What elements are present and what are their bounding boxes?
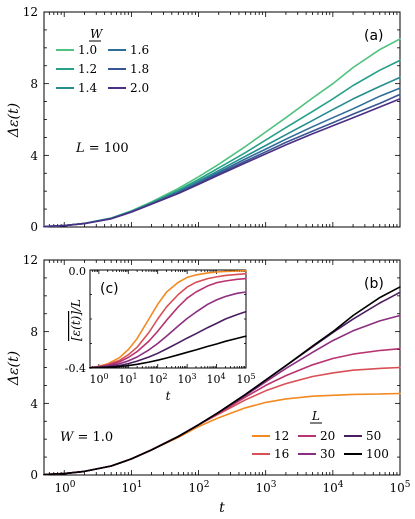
legend-entry-label: 1.6 (130, 43, 149, 57)
legend-entry-label: 50 (366, 429, 381, 443)
panel-a-legend: W 1.0 1.2 1.4 1.6 1.8 2.0 (56, 27, 149, 95)
xtick-label: 103 (177, 372, 196, 386)
panel-a: 12 8 4 0 Δε(t) (a) L = 100 W 1.0 1.2 1.4… (6, 5, 401, 234)
legend-entry-label: 16 (274, 447, 289, 461)
xtick-label: 103 (255, 480, 276, 495)
legend-entry-label: 1.4 (78, 81, 97, 95)
xtick-label: 101 (121, 480, 142, 495)
svg-text:Δε(t): Δε(t) (6, 351, 22, 386)
panel-c-ytick-label: -0.4 (65, 362, 86, 375)
panel-a-ticks (43, 11, 401, 228)
panel-c-inset: 0.0 -0.4 100 101 102 103 104 105 t [ε(t)… (65, 265, 256, 403)
panel-b-ytick-label: 0 (30, 468, 38, 482)
panel-b-curves (43, 286, 401, 476)
legend-entry-label: 1.0 (78, 43, 97, 57)
panel-b-xlabel: t (219, 500, 225, 516)
xtick-label: 102 (148, 372, 167, 386)
panel-a-annotation: L = 100 (75, 141, 129, 156)
xtick-label: 100 (54, 480, 75, 495)
panel-b-legend-title: L (311, 409, 320, 423)
xtick-label: 105 (389, 480, 410, 495)
panel-a-curves (43, 38, 401, 228)
panel-b-series-line (43, 286, 401, 476)
legend-entry-label: 100 (366, 447, 389, 461)
panel-b-ticks (43, 259, 401, 476)
panel-c-curves (89, 269, 247, 369)
panel-a-ytick-label: 8 (30, 77, 38, 91)
xtick-label: 102 (188, 480, 209, 495)
panel-c-xtick-labels: 100 101 102 103 104 105 (89, 372, 255, 386)
panel-b-label: (b) (364, 276, 384, 292)
svg-text:Δε(t): Δε(t) (6, 103, 22, 138)
legend-entry-label: 2.0 (130, 81, 149, 95)
panel-a-series-line (43, 38, 401, 228)
xtick-label: 104 (322, 480, 343, 495)
panel-c-label: (c) (100, 281, 119, 297)
xtick-label: 101 (118, 372, 137, 386)
legend-entry-label: 20 (320, 429, 335, 443)
panel-b-ylabel: Δε(t) (6, 351, 22, 386)
panel-a-series-line (43, 93, 401, 228)
xtick-label: 105 (236, 372, 255, 386)
panel-c-series-line (89, 277, 247, 369)
legend-entry-label: 1.2 (78, 62, 97, 76)
xtick-label: 100 (89, 372, 108, 386)
legend-entry-label: 1.8 (130, 62, 149, 76)
legend-entry-label: 30 (320, 447, 335, 461)
xtick-label: 104 (206, 372, 225, 386)
panel-a-legend-title: W (90, 27, 104, 41)
panel-c-series-line (89, 291, 247, 369)
panel-b-legend: L 12 16 20 30 50 100 (252, 409, 389, 461)
panel-b-ytick-label: 12 (23, 253, 38, 267)
panel-a-ytick-label: 12 (23, 5, 38, 19)
svg-text:[ε(t)]/L: [ε(t)]/L (69, 299, 83, 341)
panel-a-ytick-label: 4 (30, 149, 38, 163)
panel-a-series-line (43, 98, 401, 228)
panel-c-series-line (89, 269, 247, 369)
panel-c-series-line (89, 272, 247, 369)
panel-a-label: (a) (364, 28, 384, 44)
panel-a-ytick-label: 0 (30, 220, 38, 234)
panel-b-annotation: W = 1.0 (60, 430, 113, 445)
panel-b-ytick-label: 8 (30, 325, 38, 339)
panel-c-ytick-label: 0.0 (69, 265, 87, 278)
panel-c-series-line (89, 335, 247, 369)
panel-a-series-line (43, 87, 401, 228)
legend-entry-label: 12 (274, 429, 289, 443)
panel-c-xlabel: t (166, 389, 171, 403)
panel-b-xtick-labels: 100 101 102 103 104 105 (54, 480, 410, 495)
panel-c-ylabel: [ε(t)]/L (69, 299, 83, 341)
panel-a-ylabel: Δε(t) (6, 103, 22, 138)
panel-b-ytick-label: 4 (30, 397, 38, 411)
